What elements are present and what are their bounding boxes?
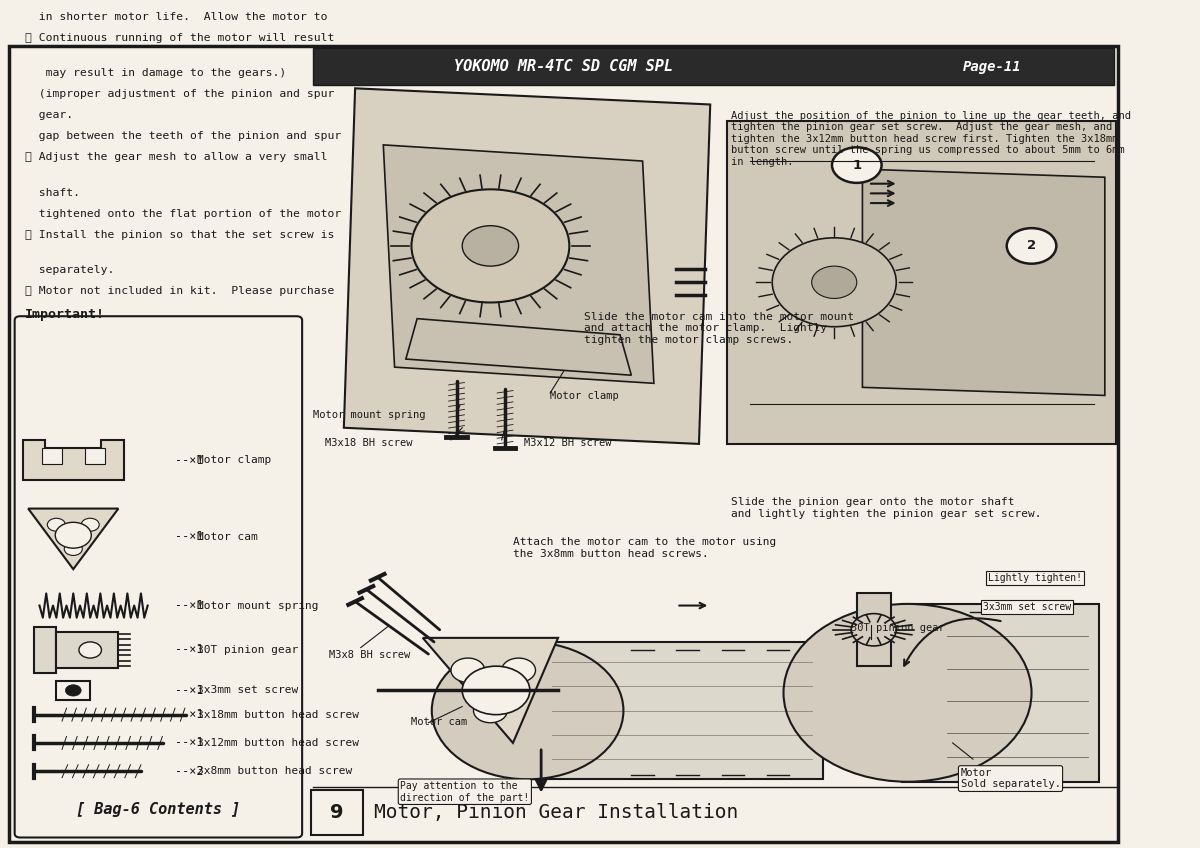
Circle shape bbox=[82, 518, 100, 531]
Circle shape bbox=[1007, 228, 1056, 264]
Text: tightened onto the flat portion of the motor: tightened onto the flat portion of the m… bbox=[25, 209, 341, 219]
Text: Adjust the position of the pinion to line up the gear teeth, and
tighten the pin: Adjust the position of the pinion to lin… bbox=[731, 111, 1130, 167]
Text: 1: 1 bbox=[852, 159, 862, 171]
Text: Lightly tighten!: Lightly tighten! bbox=[988, 573, 1081, 583]
Text: --×1: --×1 bbox=[175, 683, 203, 697]
Text: --×1: --×1 bbox=[175, 599, 203, 612]
Bar bbox=[56, 633, 119, 667]
Circle shape bbox=[65, 684, 82, 696]
Bar bbox=[34, 628, 56, 672]
Text: M3x8 BH screw: M3x8 BH screw bbox=[329, 650, 410, 660]
Circle shape bbox=[784, 604, 1032, 782]
Circle shape bbox=[451, 658, 485, 683]
Text: ③ Adjust the gear mesh to allow a very small: ③ Adjust the gear mesh to allow a very s… bbox=[25, 152, 328, 162]
Circle shape bbox=[811, 266, 857, 298]
Bar bbox=[42, 448, 62, 464]
Bar bbox=[524, 642, 823, 779]
Text: Page-11: Page-11 bbox=[962, 59, 1021, 74]
Text: --×1: --×1 bbox=[175, 454, 203, 466]
Polygon shape bbox=[383, 145, 654, 383]
Text: Motor clamp: Motor clamp bbox=[197, 455, 271, 465]
Polygon shape bbox=[28, 509, 119, 569]
Bar bbox=[727, 120, 1116, 444]
Circle shape bbox=[462, 667, 530, 715]
Circle shape bbox=[432, 642, 624, 779]
Circle shape bbox=[412, 189, 569, 303]
Text: 3x8mm button head screw: 3x8mm button head screw bbox=[197, 767, 353, 776]
Circle shape bbox=[851, 614, 896, 646]
FancyBboxPatch shape bbox=[311, 789, 364, 835]
Text: 3x3mm set screw: 3x3mm set screw bbox=[197, 685, 299, 695]
Polygon shape bbox=[406, 319, 631, 375]
Text: 30T pinion gear: 30T pinion gear bbox=[851, 623, 944, 633]
FancyBboxPatch shape bbox=[10, 47, 1118, 841]
Text: Important!: Important! bbox=[25, 308, 104, 321]
Text: ④ Continuous running of the motor will result: ④ Continuous running of the motor will r… bbox=[25, 32, 334, 42]
Text: Motor clamp: Motor clamp bbox=[550, 392, 619, 401]
Text: separately.: separately. bbox=[25, 265, 114, 276]
Circle shape bbox=[474, 699, 508, 722]
Text: --×1: --×1 bbox=[175, 530, 203, 544]
Text: YOKOMO MR-4TC SD CGM SPL: YOKOMO MR-4TC SD CGM SPL bbox=[454, 59, 673, 74]
Text: --×1: --×1 bbox=[175, 644, 203, 656]
Text: in shorter motor life.  Allow the motor to: in shorter motor life. Allow the motor t… bbox=[25, 12, 328, 21]
Text: --×1: --×1 bbox=[175, 736, 203, 750]
Text: ① Motor not included in kit.  Please purchase: ① Motor not included in kit. Please purc… bbox=[25, 287, 334, 296]
Circle shape bbox=[65, 543, 83, 555]
Bar bbox=[84, 448, 104, 464]
Text: shaft.: shaft. bbox=[25, 187, 80, 198]
Circle shape bbox=[47, 518, 65, 531]
Circle shape bbox=[502, 658, 535, 683]
Text: --×1: --×1 bbox=[175, 708, 203, 721]
FancyBboxPatch shape bbox=[14, 316, 302, 838]
Polygon shape bbox=[422, 638, 558, 743]
Circle shape bbox=[773, 237, 896, 326]
Text: Motor cam: Motor cam bbox=[197, 532, 258, 542]
Text: Motor mount spring: Motor mount spring bbox=[197, 600, 319, 611]
Text: [ Bag-6 Contents ]: [ Bag-6 Contents ] bbox=[76, 801, 240, 817]
Bar bbox=[902, 604, 1099, 782]
Text: --×2: --×2 bbox=[175, 765, 203, 778]
Polygon shape bbox=[863, 169, 1105, 395]
Polygon shape bbox=[344, 88, 710, 444]
Bar bbox=[857, 594, 890, 667]
Text: may result in damage to the gears.): may result in damage to the gears.) bbox=[25, 68, 286, 78]
Text: ② Install the pinion so that the set screw is: ② Install the pinion so that the set scr… bbox=[25, 230, 334, 240]
Bar bbox=[56, 681, 90, 700]
Polygon shape bbox=[23, 440, 124, 480]
Text: 30T pinion gear: 30T pinion gear bbox=[197, 645, 299, 655]
Circle shape bbox=[462, 226, 518, 266]
Text: Motor, Pinion Gear Installation: Motor, Pinion Gear Installation bbox=[374, 803, 738, 822]
Text: Pay attention to the
direction of the part!: Pay attention to the direction of the pa… bbox=[401, 781, 529, 802]
Text: Motor mount spring: Motor mount spring bbox=[313, 410, 426, 420]
Text: 3x12mm button head screw: 3x12mm button head screw bbox=[197, 738, 359, 748]
Text: Motor
Sold separately.: Motor Sold separately. bbox=[960, 767, 1061, 789]
Text: gap between the teeth of the pinion and spur: gap between the teeth of the pinion and … bbox=[25, 131, 341, 141]
Text: 2: 2 bbox=[1027, 239, 1036, 253]
Bar bbox=[313, 48, 1114, 85]
Circle shape bbox=[832, 148, 882, 183]
Text: 9: 9 bbox=[330, 803, 344, 822]
Text: Motor cam: Motor cam bbox=[412, 717, 468, 727]
Text: 3x18mm button head screw: 3x18mm button head screw bbox=[197, 710, 359, 720]
Text: M3x18 BH screw: M3x18 BH screw bbox=[325, 438, 412, 448]
Text: Slide the pinion gear onto the motor shaft
and lightly tighten the pinion gear s: Slide the pinion gear onto the motor sha… bbox=[731, 497, 1042, 519]
Circle shape bbox=[55, 522, 91, 548]
Text: Slide the motor cam into the motor mount
and attach the motor clamp.  Lightly
ti: Slide the motor cam into the motor mount… bbox=[584, 312, 854, 345]
Text: gear.: gear. bbox=[25, 110, 73, 120]
Text: (improper adjustment of the pinion and spur: (improper adjustment of the pinion and s… bbox=[25, 89, 334, 99]
Text: Attach the motor cam to the motor using
the 3x8mm button head screws.: Attach the motor cam to the motor using … bbox=[512, 538, 776, 559]
Circle shape bbox=[79, 642, 102, 658]
Text: 3x3mm set screw: 3x3mm set screw bbox=[983, 601, 1072, 611]
Text: M3x12 BH screw: M3x12 BH screw bbox=[524, 438, 612, 448]
